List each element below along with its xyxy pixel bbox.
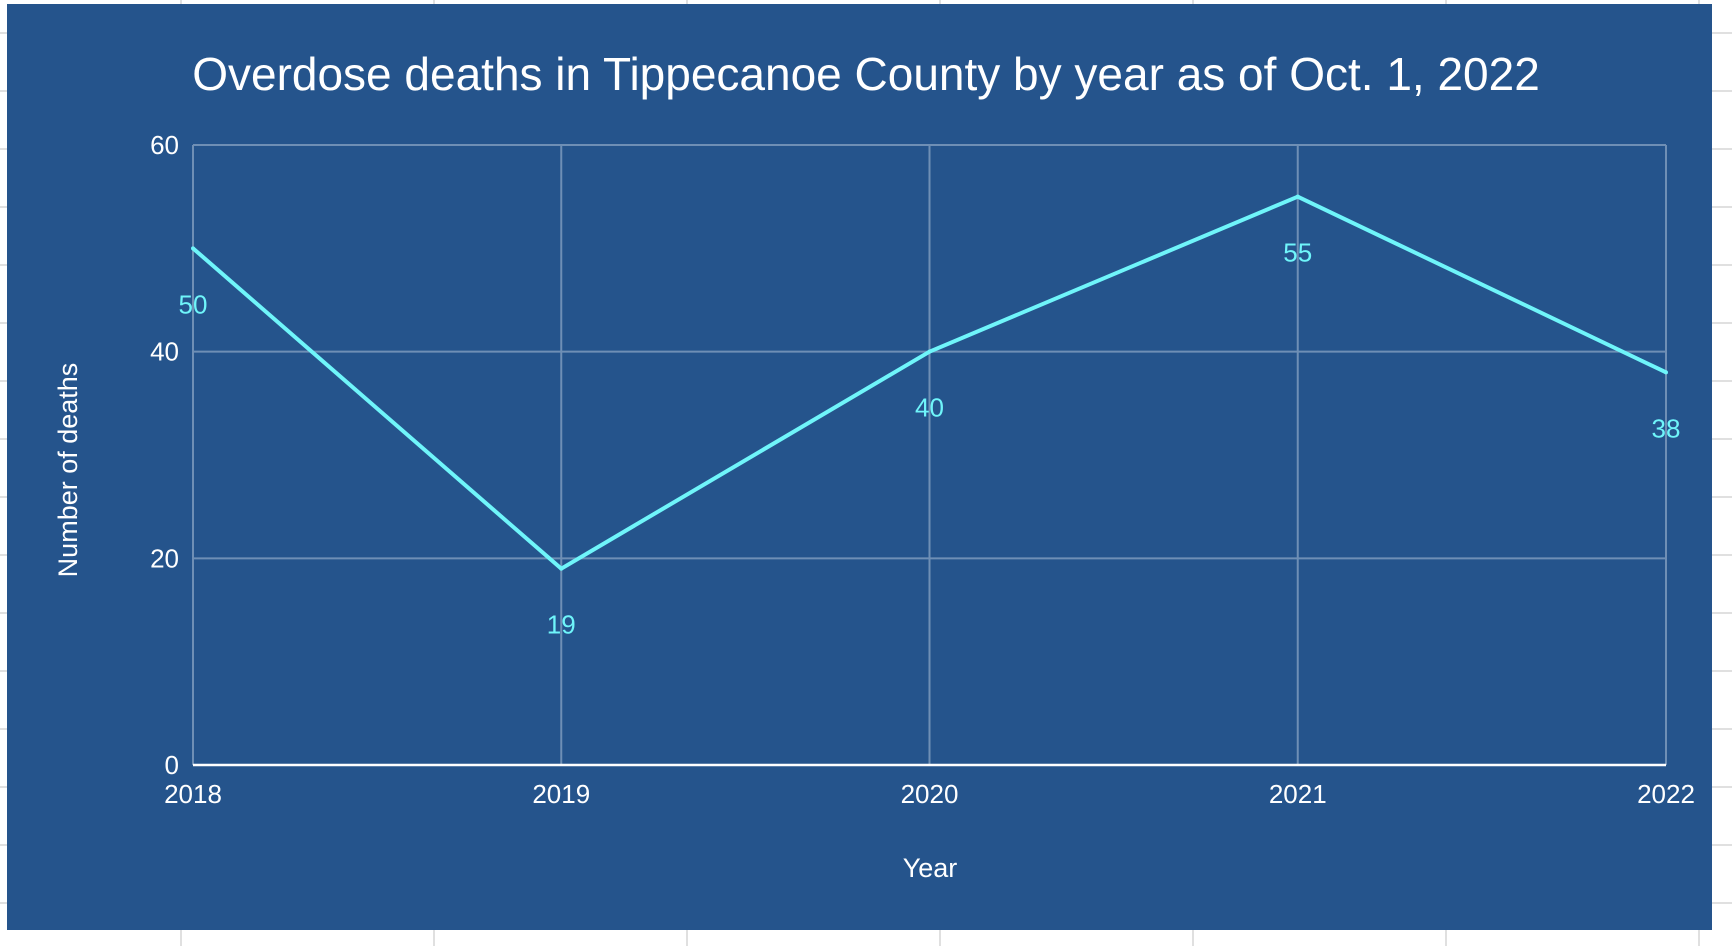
x-tick-label: 2021 [1269, 779, 1327, 809]
data-point [927, 349, 932, 354]
x-axis-title: Year [903, 853, 958, 883]
x-tick-label: 2020 [901, 779, 959, 809]
data-point [559, 566, 564, 571]
data-point [191, 246, 195, 251]
data-label: 19 [547, 610, 576, 640]
data-point [1664, 370, 1668, 375]
y-tick-label: 20 [150, 543, 179, 573]
chart-panel [7, 4, 1712, 930]
x-tick-label: 2018 [164, 779, 222, 809]
y-axis-title: Number of deaths [53, 363, 83, 578]
y-tick-label: 60 [150, 130, 179, 160]
data-label: 50 [179, 289, 208, 319]
y-tick-label: 0 [165, 750, 179, 780]
data-label: 55 [1283, 238, 1312, 268]
chart-title: Overdose deaths in Tippecanoe County by … [192, 48, 1540, 100]
data-point [1295, 194, 1300, 199]
x-tick-label: 2019 [532, 779, 590, 809]
data-label: 38 [1652, 413, 1681, 443]
data-label: 40 [915, 393, 944, 423]
y-tick-label: 40 [150, 337, 179, 367]
x-tick-label: 2022 [1637, 779, 1695, 809]
